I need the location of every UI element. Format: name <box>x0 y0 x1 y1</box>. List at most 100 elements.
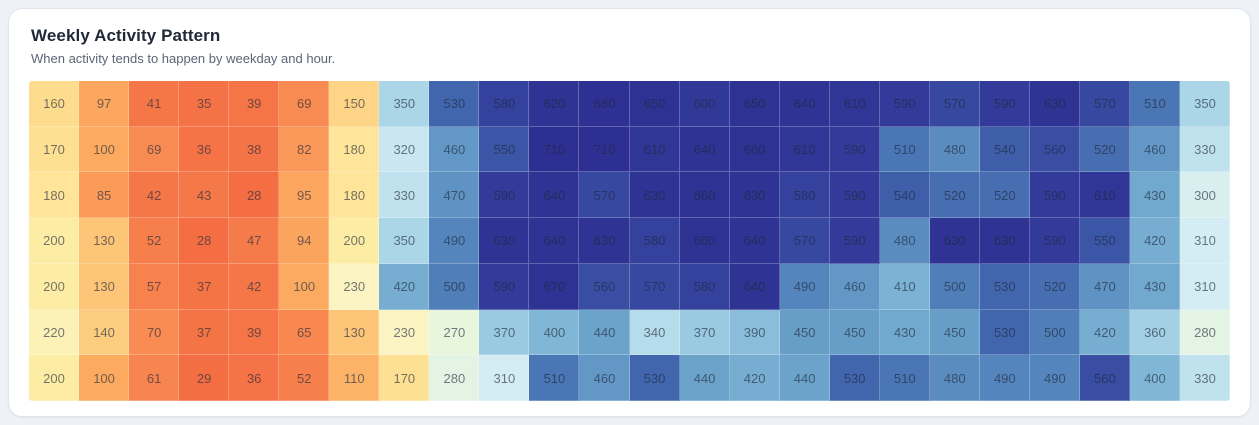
heatmap-cell[interactable]: 460 <box>1129 126 1180 173</box>
heatmap-cell[interactable]: 330 <box>1179 126 1230 173</box>
heatmap-cell[interactable]: 450 <box>779 309 830 356</box>
heatmap-cell[interactable]: 470 <box>1079 263 1130 310</box>
heatmap-cell[interactable]: 500 <box>929 263 980 310</box>
heatmap-cell[interactable]: 590 <box>479 172 530 219</box>
heatmap-cell[interactable]: 180 <box>329 172 380 219</box>
heatmap-cell[interactable]: 440 <box>679 355 730 401</box>
heatmap-cell[interactable]: 520 <box>1079 126 1130 173</box>
heatmap-cell[interactable]: 70 <box>129 309 180 356</box>
heatmap-cell[interactable]: 390 <box>729 309 780 356</box>
heatmap-cell[interactable]: 130 <box>79 218 130 264</box>
heatmap-cell[interactable]: 270 <box>429 309 480 356</box>
heatmap-cell[interactable]: 640 <box>779 81 830 127</box>
heatmap-cell[interactable]: 640 <box>529 172 580 219</box>
heatmap-cell[interactable]: 85 <box>79 172 130 219</box>
heatmap-cell[interactable]: 510 <box>1129 81 1180 127</box>
heatmap-cell[interactable]: 94 <box>279 218 330 264</box>
heatmap-cell[interactable]: 310 <box>479 355 530 401</box>
heatmap-cell[interactable]: 460 <box>579 355 630 401</box>
heatmap-cell[interactable]: 550 <box>479 126 530 173</box>
heatmap-cell[interactable]: 560 <box>1029 126 1080 173</box>
heatmap-cell[interactable]: 360 <box>1129 309 1180 356</box>
heatmap-cell[interactable]: 590 <box>879 81 930 127</box>
heatmap-cell[interactable]: 590 <box>479 263 530 310</box>
heatmap-cell[interactable]: 490 <box>979 355 1030 401</box>
heatmap-cell[interactable]: 440 <box>779 355 830 401</box>
heatmap-cell[interactable]: 530 <box>829 355 880 401</box>
heatmap-cell[interactable]: 97 <box>79 81 130 127</box>
heatmap-cell[interactable]: 530 <box>979 263 1030 310</box>
heatmap-cell[interactable]: 65 <box>279 309 330 356</box>
heatmap-cell[interactable]: 61 <box>129 355 180 401</box>
heatmap-cell[interactable]: 170 <box>379 355 430 401</box>
heatmap-cell[interactable]: 330 <box>1179 355 1230 401</box>
heatmap-cell[interactable]: 420 <box>1079 309 1130 356</box>
heatmap-cell[interactable]: 350 <box>379 81 430 127</box>
heatmap-cell[interactable]: 580 <box>679 263 730 310</box>
heatmap-cell[interactable]: 42 <box>129 172 180 219</box>
heatmap-cell[interactable]: 150 <box>329 81 380 127</box>
heatmap-cell[interactable]: 570 <box>1079 81 1130 127</box>
heatmap-cell[interactable]: 29 <box>179 355 230 401</box>
heatmap-cell[interactable]: 200 <box>29 218 80 264</box>
heatmap-cell[interactable]: 95 <box>279 172 330 219</box>
heatmap-cell[interactable]: 510 <box>879 126 930 173</box>
heatmap-cell[interactable]: 410 <box>879 263 930 310</box>
heatmap-cell[interactable]: 82 <box>279 126 330 173</box>
heatmap-cell[interactable]: 170 <box>29 126 80 173</box>
heatmap-cell[interactable]: 470 <box>429 172 480 219</box>
heatmap-cell[interactable]: 590 <box>1029 172 1080 219</box>
heatmap-cell[interactable]: 530 <box>629 355 680 401</box>
heatmap-cell[interactable]: 640 <box>729 263 780 310</box>
heatmap-cell[interactable]: 310 <box>1179 263 1230 310</box>
heatmap-cell[interactable]: 590 <box>979 81 1030 127</box>
heatmap-cell[interactable]: 420 <box>1129 218 1180 264</box>
heatmap-cell[interactable]: 450 <box>829 309 880 356</box>
heatmap-cell[interactable]: 640 <box>529 218 580 264</box>
heatmap-cell[interactable]: 200 <box>29 263 80 310</box>
heatmap-cell[interactable]: 600 <box>679 81 730 127</box>
heatmap-cell[interactable]: 430 <box>1129 263 1180 310</box>
heatmap-cell[interactable]: 400 <box>529 309 580 356</box>
heatmap-cell[interactable]: 630 <box>629 172 680 219</box>
heatmap-cell[interactable]: 500 <box>429 263 480 310</box>
heatmap-cell[interactable]: 130 <box>329 309 380 356</box>
heatmap-cell[interactable]: 610 <box>829 81 880 127</box>
heatmap-cell[interactable]: 610 <box>629 126 680 173</box>
heatmap-cell[interactable]: 140 <box>79 309 130 356</box>
heatmap-cell[interactable]: 200 <box>29 355 80 401</box>
heatmap-cell[interactable]: 280 <box>1179 309 1230 356</box>
heatmap-cell[interactable]: 550 <box>1079 218 1130 264</box>
heatmap-cell[interactable]: 37 <box>179 263 230 310</box>
heatmap-cell[interactable]: 710 <box>529 126 580 173</box>
heatmap-cell[interactable]: 28 <box>229 172 280 219</box>
heatmap-cell[interactable]: 630 <box>579 218 630 264</box>
heatmap-cell[interactable]: 540 <box>979 126 1030 173</box>
heatmap-cell[interactable]: 650 <box>729 81 780 127</box>
heatmap-cell[interactable]: 560 <box>579 263 630 310</box>
heatmap-cell[interactable]: 670 <box>529 263 580 310</box>
heatmap-cell[interactable]: 38 <box>229 126 280 173</box>
heatmap-cell[interactable]: 530 <box>429 81 480 127</box>
heatmap-cell[interactable]: 47 <box>229 218 280 264</box>
heatmap-cell[interactable]: 41 <box>129 81 180 127</box>
heatmap-cell[interactable]: 460 <box>829 263 880 310</box>
heatmap-cell[interactable]: 510 <box>879 355 930 401</box>
heatmap-cell[interactable]: 37 <box>179 309 230 356</box>
heatmap-cell[interactable]: 100 <box>79 126 130 173</box>
heatmap-cell[interactable]: 350 <box>1179 81 1230 127</box>
heatmap-cell[interactable]: 590 <box>829 172 880 219</box>
heatmap-cell[interactable]: 69 <box>279 81 330 127</box>
heatmap-cell[interactable]: 69 <box>129 126 180 173</box>
heatmap-cell[interactable]: 570 <box>579 172 630 219</box>
heatmap-cell[interactable]: 100 <box>279 263 330 310</box>
heatmap-cell[interactable]: 440 <box>579 309 630 356</box>
heatmap-cell[interactable]: 39 <box>229 81 280 127</box>
heatmap-cell[interactable]: 370 <box>479 309 530 356</box>
heatmap-cell[interactable]: 630 <box>1029 81 1080 127</box>
heatmap-cell[interactable]: 640 <box>679 126 730 173</box>
heatmap-cell[interactable]: 39 <box>229 309 280 356</box>
heatmap-cell[interactable]: 340 <box>629 309 680 356</box>
heatmap-cell[interactable]: 590 <box>829 126 880 173</box>
heatmap-cell[interactable]: 630 <box>479 218 530 264</box>
